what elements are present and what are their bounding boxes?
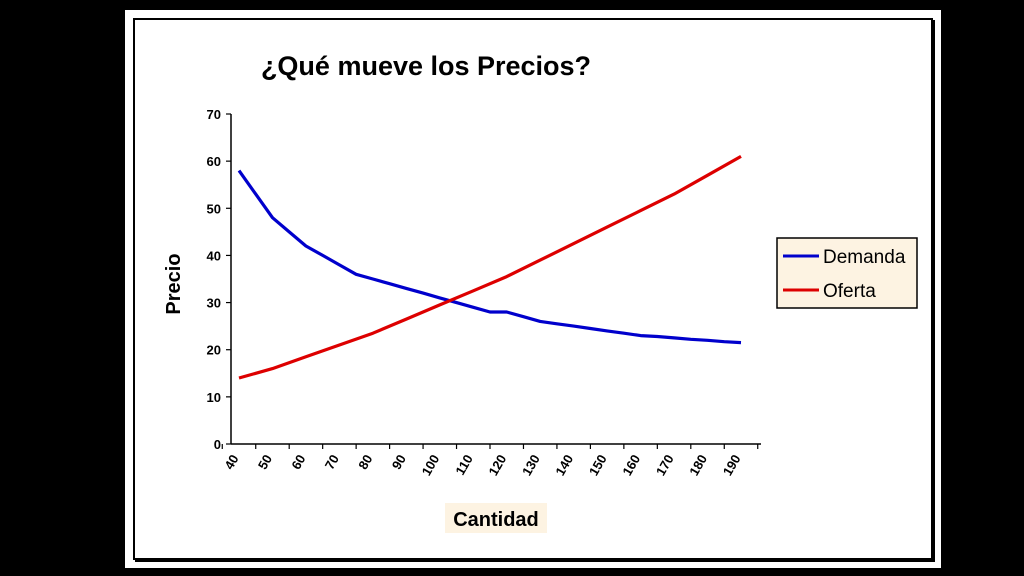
y-tick-label: 60 bbox=[207, 154, 221, 169]
y-tick-label: 40 bbox=[207, 248, 221, 263]
x-tick-label: 120 bbox=[485, 452, 509, 478]
x-tick-label: 110 bbox=[452, 452, 475, 478]
x-tick-label: 50 bbox=[255, 452, 275, 472]
series-line-demanda bbox=[237, 169, 742, 345]
y-tick-label: 20 bbox=[207, 343, 221, 358]
x-tick-label: 40 bbox=[221, 452, 241, 472]
x-axis-ticks: 40 50 60 70 80 90 100 110 120 130 140 150 160 170 180 1… bbox=[221, 444, 759, 478]
axes bbox=[230, 114, 761, 445]
x-tick-label: 160 bbox=[619, 452, 643, 478]
x-tick-label: 190 bbox=[720, 452, 744, 478]
y-axis-ticks: 0 10 20 30 40 50 60 70 bbox=[207, 107, 231, 452]
x-tick-label: 140 bbox=[552, 452, 576, 478]
x-tick-label: 70 bbox=[322, 452, 342, 472]
x-tick-label: 100 bbox=[419, 452, 443, 478]
x-tick-label: 60 bbox=[288, 452, 308, 472]
x-tick-label: 80 bbox=[355, 452, 375, 472]
x-axis-label: Cantidad bbox=[453, 509, 539, 531]
x-axis-label-background bbox=[445, 503, 547, 533]
x-tick-label: 170 bbox=[653, 452, 677, 478]
y-tick-label: 50 bbox=[207, 201, 221, 216]
series-line-oferta bbox=[238, 155, 742, 380]
chart-slide: ¿Qué mueve los Precios? Precio Cantidad … bbox=[125, 10, 941, 568]
series-lines bbox=[237, 155, 742, 380]
y-tick-label: 70 bbox=[207, 107, 221, 122]
y-axis-label: Precio bbox=[163, 253, 185, 314]
line-chart: ¿Qué mueve los Precios? Precio Cantidad … bbox=[163, 51, 918, 533]
y-tick-label: 30 bbox=[207, 296, 221, 311]
legend-label-oferta: Oferta bbox=[823, 281, 876, 302]
x-tick-label: 130 bbox=[519, 452, 543, 478]
legend-label-demanda: Demanda bbox=[823, 247, 906, 268]
y-tick-label: 0 bbox=[214, 437, 221, 452]
legend-box bbox=[776, 237, 918, 309]
x-tick-label: 150 bbox=[586, 452, 610, 478]
legend: Demanda Oferta bbox=[776, 237, 918, 309]
chart-panel: ¿Qué mueve los Precios? Precio Cantidad … bbox=[133, 18, 933, 560]
chart-title: ¿Qué mueve los Precios? bbox=[261, 51, 591, 81]
x-tick-label: 90 bbox=[389, 452, 409, 472]
x-tick-label: 180 bbox=[686, 452, 710, 478]
y-tick-label: 10 bbox=[207, 390, 221, 405]
